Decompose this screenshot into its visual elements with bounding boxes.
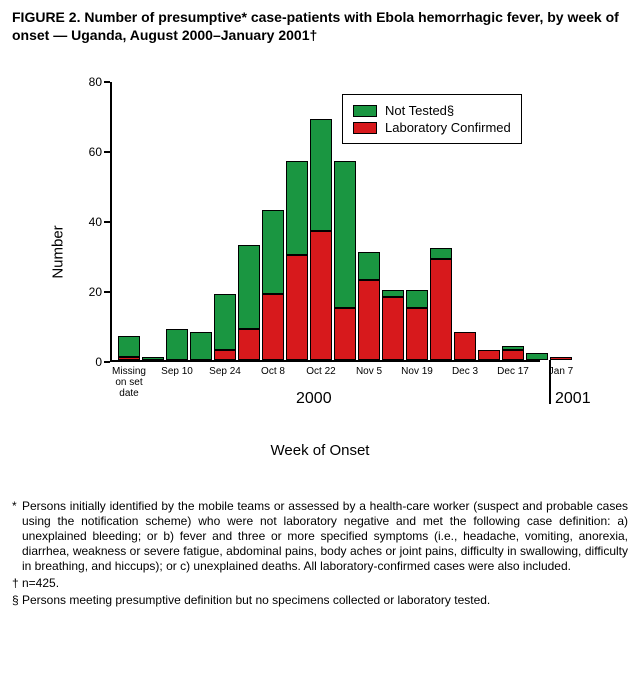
bar-lab-confirmed (286, 255, 308, 360)
bar-not-tested (358, 252, 380, 280)
bar-not-tested (502, 346, 524, 350)
legend-label: Laboratory Confirmed (385, 120, 511, 135)
bar-lab-confirmed (310, 231, 332, 361)
chart: Number Not Tested§ Laboratory Confirmed 0… (40, 72, 600, 432)
bar-lab-confirmed (334, 308, 356, 361)
bar-not-tested (262, 210, 284, 294)
y-tick-label: 0 (95, 355, 102, 369)
bar-not-tested (118, 336, 140, 357)
bar-not-tested (214, 294, 236, 350)
y-tick-label: 80 (89, 75, 102, 89)
bar-not-tested (286, 161, 308, 256)
legend-item: Laboratory Confirmed (353, 120, 511, 135)
x-axis-label: Week of Onset (12, 442, 628, 459)
y-tick (104, 81, 110, 83)
y-tick-label: 40 (89, 215, 102, 229)
x-tick-label: Oct 22 (306, 366, 335, 377)
footnote-symbol: § (12, 593, 22, 608)
footnote: §Persons meeting presumptive definition … (12, 593, 628, 608)
bar-lab-confirmed (358, 280, 380, 361)
footnote-text: n=425. (22, 576, 628, 591)
x-tick-label: Dec 3 (452, 366, 478, 377)
x-tick-label: Dec 17 (497, 366, 529, 377)
y-tick (104, 361, 110, 363)
footnote-text: Persons initially identified by the mobi… (22, 499, 628, 574)
bar-not-tested (334, 161, 356, 308)
x-tick-label: Oct 8 (261, 366, 285, 377)
x-tick-label: Nov 5 (356, 366, 382, 377)
bar-not-tested (190, 332, 212, 360)
figure-title: FIGURE 2. Number of presumptive* case-pa… (12, 8, 628, 44)
footnote-symbol: * (12, 499, 22, 574)
bar-not-tested (406, 290, 428, 308)
bar-lab-confirmed (550, 357, 572, 361)
x-tick-label: Missingon setdate (112, 366, 146, 399)
bar-lab-confirmed (214, 350, 236, 361)
x-tick-label: Jan 7 (549, 366, 573, 377)
bar-lab-confirmed (406, 308, 428, 361)
y-tick-label: 20 (89, 285, 102, 299)
footnote: *Persons initially identified by the mob… (12, 499, 628, 574)
bar-lab-confirmed (454, 332, 476, 360)
bar-not-tested (238, 245, 260, 329)
legend-item: Not Tested§ (353, 103, 511, 118)
legend-label: Not Tested§ (385, 103, 454, 118)
y-axis-label: Number (50, 226, 67, 279)
x-tick-label: Sep 10 (161, 366, 193, 377)
plot-area: Not Tested§Laboratory Confirmed 02040608… (110, 82, 540, 362)
bar-not-tested (166, 329, 188, 361)
bar-not-tested (142, 357, 164, 361)
bar-not-tested (526, 353, 548, 360)
year-label-2001: 2001 (555, 390, 591, 408)
bar-lab-confirmed (478, 350, 500, 361)
y-tick (104, 221, 110, 223)
x-tick-label: Sep 24 (209, 366, 241, 377)
year-label-2000: 2000 (296, 390, 332, 408)
bar-not-tested (310, 119, 332, 231)
bar-lab-confirmed (382, 297, 404, 360)
bar-lab-confirmed (430, 259, 452, 361)
x-tick-label: Nov 19 (401, 366, 433, 377)
y-tick (104, 291, 110, 293)
legend-swatch (353, 122, 377, 134)
footnote-symbol: † (12, 576, 22, 591)
bar-lab-confirmed (238, 329, 260, 361)
year-divider (549, 360, 551, 404)
bar-lab-confirmed (118, 357, 140, 361)
bar-lab-confirmed (262, 294, 284, 361)
bar-lab-confirmed (502, 350, 524, 361)
y-tick (104, 151, 110, 153)
y-tick-label: 60 (89, 145, 102, 159)
bar-not-tested (430, 248, 452, 259)
footnote-text: Persons meeting presumptive definition b… (22, 593, 628, 608)
legend: Not Tested§ Laboratory Confirmed (342, 94, 522, 144)
footnotes: *Persons initially identified by the mob… (12, 499, 628, 608)
figure-container: FIGURE 2. Number of presumptive* case-pa… (0, 0, 640, 616)
footnote: †n=425. (12, 576, 628, 591)
legend-swatch (353, 105, 377, 117)
bar-not-tested (382, 290, 404, 297)
